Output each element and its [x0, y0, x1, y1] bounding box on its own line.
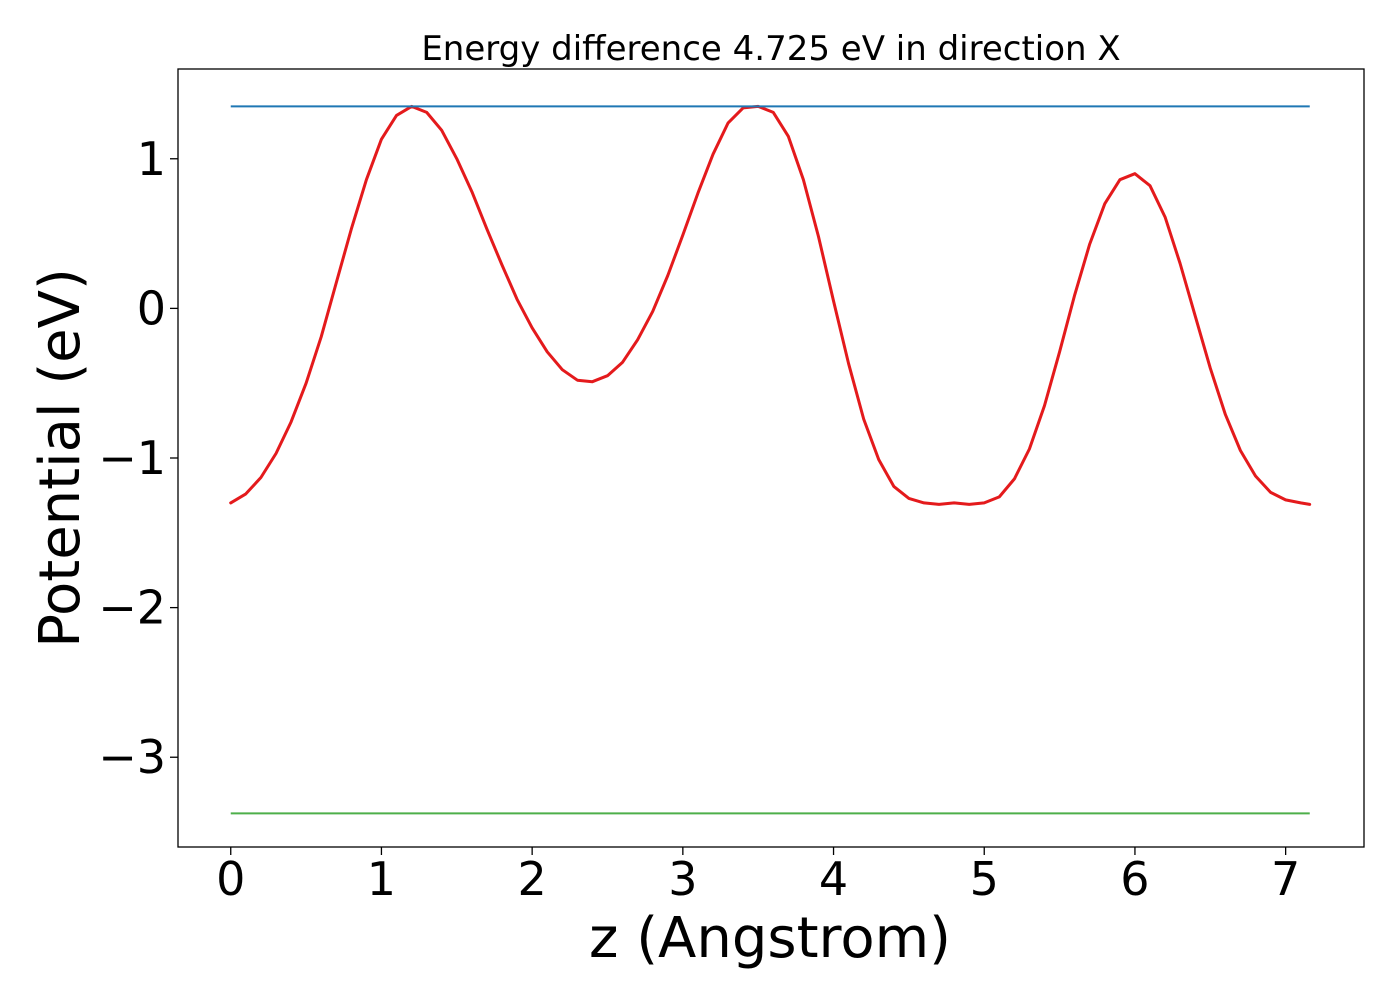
y-axis-label: Potential (eV)	[28, 268, 93, 648]
x-tick-label: 5	[970, 852, 999, 906]
chart-title: Energy difference 4.725 eV in direction …	[421, 29, 1120, 69]
x-tick-label: 3	[668, 852, 697, 906]
x-axis-label: z (Angstrom)	[589, 906, 951, 971]
x-axis-ticks: 0 1 2 3 4 5 6 7	[216, 847, 1300, 906]
plot-lines	[229, 104, 1312, 815]
y-tick-label: −3	[98, 730, 166, 784]
x-tick-label: 7	[1271, 852, 1300, 906]
x-tick-label: 0	[216, 852, 245, 906]
x-tick-label: 1	[367, 852, 396, 906]
y-tick-label: 1	[137, 132, 166, 186]
x-tick-label: 4	[819, 852, 848, 906]
y-tick-label: −1	[98, 431, 166, 485]
y-tick-label: 0	[137, 281, 166, 335]
y-axis-ticks: 1 0 −1 −2 −3	[98, 132, 178, 784]
x-tick-label: 2	[518, 852, 547, 906]
x-tick-label: 6	[1120, 852, 1149, 906]
y-tick-label: −2	[98, 581, 166, 635]
